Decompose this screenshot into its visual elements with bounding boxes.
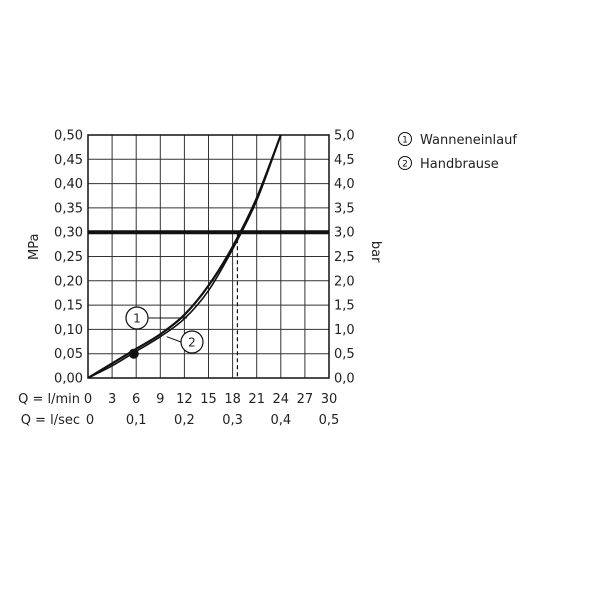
x-lmin-tick-label: 15 [200, 392, 217, 407]
y-left-tick-label: 0,35 [54, 201, 83, 216]
marker-leader-2 [166, 336, 182, 343]
operating-point [128, 348, 139, 359]
y-left-tick-label: 0,30 [54, 226, 83, 241]
y-right-tick-label: 3,5 [334, 201, 355, 216]
y-right-tick-label: 1,0 [334, 323, 355, 338]
y-right-tick-label: 5,0 [334, 129, 355, 144]
x-lmin-axis-label: Q = l/min [18, 392, 80, 407]
y-left-axis-label: MPa [27, 234, 42, 260]
series-line-1 [88, 134, 282, 378]
y-left-tick-label: 0,25 [54, 250, 83, 265]
y-left-tick-label: 0,05 [54, 347, 83, 362]
x-lmin-tick-label: 21 [248, 392, 265, 407]
y-right-tick-label: 2,0 [334, 274, 355, 289]
y-right-tick-label: 1,5 [334, 299, 355, 314]
y-right-tick-label: 4,5 [334, 153, 355, 168]
x-lsec-tick-label: 0,1 [126, 413, 147, 428]
legend-marker-2 [398, 156, 412, 170]
y-right-tick-label: 3,0 [334, 226, 355, 241]
x-lmin-tick-label: 12 [176, 392, 193, 407]
x-lmin-tick-label: 27 [297, 392, 314, 407]
y-left-tick-label: 0,20 [54, 274, 83, 289]
x-lmin-tick-label: 18 [224, 392, 241, 407]
y-right-axis-label: bar [368, 241, 383, 263]
y-left-tick-label: 0,00 [54, 372, 83, 387]
y-left-tick-label: 0,45 [54, 153, 83, 168]
curve-marker-1 [125, 306, 149, 330]
x-lmin-tick-label: 30 [321, 392, 338, 407]
y-left-tick-label: 0,50 [54, 129, 83, 144]
y-right-tick-label: 4,0 [334, 177, 355, 192]
y-left-tick-label: 0,40 [54, 177, 83, 192]
x-lsec-tick-label: 0,2 [174, 413, 195, 428]
x-lmin-tick-label: 3 [108, 392, 116, 407]
curve-marker-label-1: 1 [133, 312, 141, 326]
x-lsec-axis-label: Q = l/sec [21, 413, 80, 428]
x-lsec-tick-label: 0,5 [319, 413, 340, 428]
x-lmin-tick-label: 24 [273, 392, 290, 407]
legend-marker-1 [398, 132, 412, 146]
y-right-tick-label: 0,5 [334, 347, 355, 362]
y-left-tick-label: 0,10 [54, 323, 83, 338]
plot-frame [87, 134, 330, 379]
x-lsec-tick-label: 0,4 [270, 413, 291, 428]
curve-marker-label-2: 2 [188, 336, 196, 350]
x-lmin-tick-label: 0 [84, 392, 92, 407]
x-lmin-tick-label: 6 [132, 392, 140, 407]
legend-marker-number-1: 1 [402, 136, 408, 146]
x-lsec-tick-label: 0,3 [222, 413, 243, 428]
y-right-tick-label: 2,5 [334, 250, 355, 265]
legend-marker-number-2: 2 [402, 160, 408, 170]
x-lmin-tick-label: 9 [156, 392, 164, 407]
legend-entry-text: Handbrause [420, 157, 499, 172]
y-right-tick-label: 0,0 [334, 372, 355, 387]
y-left-tick-label: 0,15 [54, 299, 83, 314]
legend-entry-text: Wanneneinlauf [420, 133, 517, 148]
series-line-2 [88, 134, 282, 378]
curve-marker-2 [180, 330, 204, 354]
x-lsec-tick-label: 0 [86, 413, 94, 428]
